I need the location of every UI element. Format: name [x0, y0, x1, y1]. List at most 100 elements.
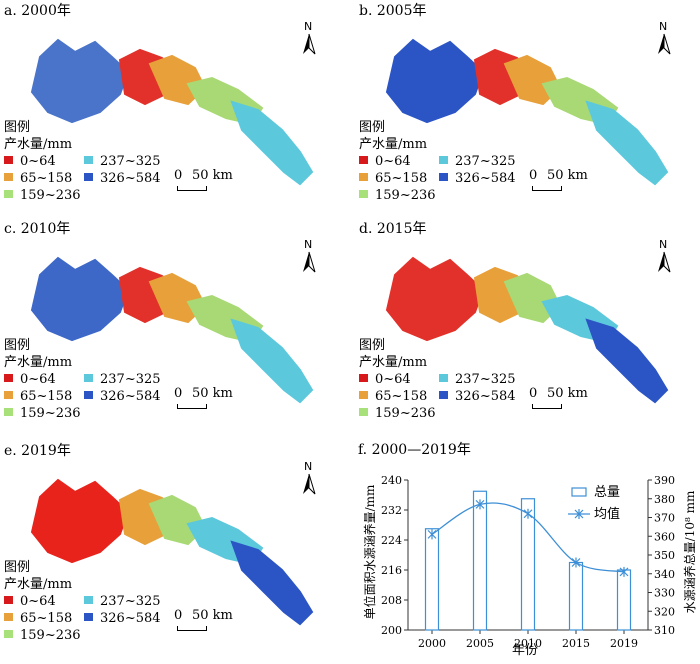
- y2-tick-label: 310: [654, 624, 675, 637]
- map-gap-shape: [473, 106, 527, 130]
- legend-item: 326~584: [84, 611, 161, 626]
- map-region-shape: [585, 100, 669, 186]
- legend-line-marker: [574, 509, 584, 519]
- region-map: [30, 256, 314, 404]
- map-title: d. 2015年: [359, 221, 427, 237]
- mean-marker: [427, 529, 437, 540]
- north-arrow-icon: N: [299, 20, 319, 60]
- legend-title: 图例: [4, 120, 31, 135]
- map-gap-shape: [525, 326, 567, 348]
- legend-unit: 产水量/mm: [359, 137, 428, 152]
- legend-item: 326~584: [84, 171, 161, 186]
- y2-tick-label: 330: [654, 587, 675, 600]
- region-map: [385, 256, 669, 404]
- map-region-shape: [585, 318, 669, 404]
- x-tick-label: 2015: [562, 637, 590, 650]
- y2-tick-label: 380: [654, 493, 675, 506]
- y2-tick-label: 320: [654, 605, 675, 618]
- region-map: [30, 478, 314, 626]
- legend-item: 0~64: [4, 154, 56, 169]
- bar-total: [616, 569, 632, 631]
- legend-title: 图例: [359, 338, 386, 353]
- legend-item: 237~325: [439, 154, 516, 169]
- y2-tick-label: 360: [654, 530, 675, 543]
- legend-item: 237~325: [84, 154, 161, 169]
- map-gap-shape: [170, 548, 212, 570]
- map-title: b. 2005年: [359, 3, 427, 19]
- map-region-shape: [30, 38, 130, 124]
- map-panel-2015: d. 2015年 N 图例 产水量/mm 0~64 65~158 159~236…: [355, 218, 700, 430]
- y-tick-label: 232: [381, 504, 402, 517]
- y2-tick-label: 370: [654, 512, 675, 525]
- chart-title: f. 2000—2019年: [358, 442, 471, 458]
- y2-tick-label: 340: [654, 568, 675, 581]
- y2-axis-label: 水源涵养总量/10⁸ mm: [682, 490, 697, 613]
- legend-item: 159~236: [4, 188, 81, 203]
- map-panel-2005: b. 2005年 N 图例 产水量/mm 0~64 65~158 159~236…: [355, 0, 700, 212]
- legend-bar-swatch: [571, 487, 587, 497]
- water-conservation-chart: f. 2000—2019年 年份 单位面积水源涵养量/mm 水源涵养总量/10⁸…: [358, 442, 697, 658]
- legend-item: 0~64: [4, 372, 56, 387]
- map-title: e. 2019年: [4, 443, 71, 459]
- legend-title: 图例: [4, 338, 31, 353]
- legend-unit: 产水量/mm: [359, 355, 428, 370]
- legend-item: 326~584: [439, 171, 516, 186]
- y2-tick-label: 350: [654, 549, 675, 562]
- legend-item: 65~158: [4, 611, 72, 626]
- bar-total: [424, 528, 440, 631]
- map-panel-2010: c. 2010年 N 图例 产水量/mm 0~64 65~158 159~236…: [0, 218, 345, 430]
- mean-marker: [571, 557, 581, 568]
- map-gap-shape: [118, 324, 172, 348]
- map-region-shape: [230, 318, 314, 404]
- y-tick-label: 208: [381, 594, 402, 607]
- map-gap-shape: [118, 106, 172, 130]
- scale-bar: 0 50 km: [529, 168, 609, 191]
- map-title: a. 2000年: [4, 3, 71, 19]
- map-region-shape: [30, 256, 130, 342]
- legend-item: 159~236: [4, 628, 81, 643]
- legend-bar-label: 总量: [594, 485, 620, 500]
- legend-unit: 产水量/mm: [4, 577, 73, 592]
- map-region-shape: [385, 38, 485, 124]
- map-region-shape: [30, 478, 130, 564]
- y-tick-label: 224: [381, 534, 402, 547]
- region-map: [385, 38, 669, 186]
- map-gap-shape: [170, 108, 212, 130]
- north-arrow-icon: N: [299, 460, 319, 500]
- y2-tick-label: 390: [654, 474, 675, 487]
- legend-item: 65~158: [359, 389, 427, 404]
- legend-item: 0~64: [4, 594, 56, 609]
- x-tick-label: 2010: [514, 637, 542, 650]
- y-tick-label: 200: [381, 624, 402, 637]
- map-region-shape: [230, 100, 314, 186]
- chart-panel: f. 2000—2019年 年份 单位面积水源涵养量/mm 水源涵养总量/10⁸…: [350, 440, 700, 660]
- legend-item: 326~584: [84, 389, 161, 404]
- y-tick-label: 240: [381, 474, 402, 487]
- legend-item: 65~158: [4, 389, 72, 404]
- y-tick-label: 216: [381, 564, 402, 577]
- map-gap-shape: [525, 108, 567, 130]
- north-arrow-icon: N: [654, 20, 674, 60]
- scale-bar: 0 50 km: [174, 608, 254, 631]
- legend-item: 237~325: [84, 372, 161, 387]
- legend-title: 图例: [4, 560, 31, 575]
- scale-bar: 0 50 km: [529, 386, 609, 409]
- legend-item: 0~64: [359, 154, 411, 169]
- mean-marker: [523, 508, 533, 519]
- x-tick-label: 2000: [418, 637, 446, 650]
- legend-item: 159~236: [359, 188, 436, 203]
- legend-unit: 产水量/mm: [4, 355, 73, 370]
- mean-marker: [619, 566, 629, 577]
- map-gap-shape: [170, 326, 212, 348]
- map-title: c. 2010年: [4, 221, 71, 237]
- bar-total: [472, 490, 488, 631]
- map-panel-2019: e. 2019年 N 图例 产水量/mm 0~64 65~158 159~236…: [0, 440, 345, 652]
- map-gap-shape: [118, 546, 172, 570]
- legend-item: 159~236: [4, 406, 81, 421]
- legend-item: 159~236: [359, 406, 436, 421]
- legend-item: 237~325: [84, 594, 161, 609]
- x-tick-label: 2005: [466, 637, 494, 650]
- bar-total: [568, 561, 584, 631]
- y-axis-label: 单位面积水源涵养量/mm: [362, 484, 377, 619]
- map-region-shape: [385, 256, 485, 342]
